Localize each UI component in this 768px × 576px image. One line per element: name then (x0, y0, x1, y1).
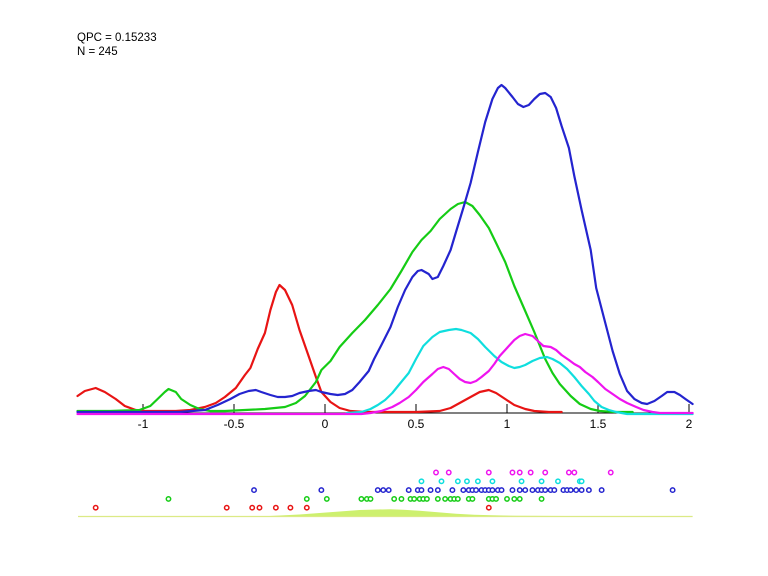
rug-point-magenta (485, 469, 492, 476)
rug-point-blue (498, 487, 505, 494)
rug-point-blue (509, 487, 516, 494)
rug-point-blue (418, 487, 425, 494)
rug-point-blue (522, 487, 529, 494)
rug-point-blue (598, 487, 605, 494)
rug-point-cyan (538, 478, 545, 485)
rug-point-cyan (438, 478, 445, 485)
rug-point-cyan (578, 478, 585, 485)
rug-point-green (538, 495, 545, 502)
rug-point-blue (427, 487, 434, 494)
rug-point-cyan (464, 478, 470, 485)
rug-point-cyan (518, 478, 525, 485)
rug-point-red (303, 504, 310, 511)
rug-point-cyan (555, 478, 561, 485)
rug-point-red (223, 504, 230, 511)
rug-point-green (516, 495, 523, 502)
rug-point-magenta (445, 469, 452, 476)
x-tick-label: 0 (322, 417, 329, 431)
rug-point-blue (578, 487, 585, 494)
rug-point-green (303, 495, 310, 502)
rug-point-blue (318, 487, 325, 494)
rug-point-blue (567, 487, 574, 494)
rug-point-blue (434, 487, 441, 494)
kde-curve-red (76, 283, 563, 414)
rug-point-blue (489, 487, 496, 494)
rug-point-magenta (516, 469, 523, 476)
rug-point-green (493, 495, 500, 502)
rug-point-cyan (418, 478, 425, 485)
x-tick-label: 1 (504, 417, 511, 431)
rug-point-blue (516, 487, 523, 494)
qpc-value-label: QPC = 0.15233 (77, 32, 157, 44)
x-tick-label: 1.5 (590, 417, 607, 431)
rug-point-red (92, 504, 99, 511)
kde-curve-magenta (76, 332, 694, 416)
rug-point-blue (460, 487, 467, 494)
rug-point-magenta (509, 469, 516, 476)
rug-point-red (485, 504, 492, 511)
rug-point-blue (385, 487, 392, 494)
rug-point-green (442, 495, 449, 502)
rug-point-green (434, 495, 441, 502)
x-tick-label: 0.5 (408, 417, 425, 431)
x-tick-label: -0.5 (224, 417, 245, 431)
rug-point-green (454, 495, 461, 502)
rug-point-green (323, 495, 330, 502)
x-tick-label: -1 (138, 417, 149, 431)
rug-point-magenta (542, 469, 549, 476)
rug-point-blue (251, 487, 257, 494)
rug-point-red (256, 504, 263, 511)
annotation-block: QPC = 0.15233 N = 245 (77, 31, 157, 59)
rug-point-green (504, 495, 510, 502)
rug-point-blue (573, 487, 580, 494)
rug-point-red (249, 504, 256, 511)
rug-point-blue (473, 487, 480, 494)
rug-point-green (423, 495, 430, 502)
rug-point-blue (669, 487, 676, 494)
rug-point-blue (405, 487, 412, 494)
rug-point-green (469, 495, 476, 502)
rug-point-cyan (454, 478, 461, 485)
bottom-density-fill (259, 509, 689, 517)
rug-point-blue (529, 487, 536, 494)
rug-point-green (165, 495, 172, 502)
rug-point-red (287, 504, 294, 511)
rug-point-magenta (565, 469, 572, 476)
rug-point-magenta (571, 469, 578, 476)
rug-point-green (398, 495, 405, 502)
rug-point-blue (585, 487, 592, 494)
kde-curve-blue (76, 83, 694, 414)
rug-point-red (272, 504, 279, 511)
rug-point-blue (380, 487, 387, 494)
rug-point-green (511, 495, 518, 502)
rug-point-magenta (527, 469, 534, 476)
x-tick-label: 2 (686, 417, 693, 431)
rug-point-green (411, 495, 418, 502)
rug-point-blue (449, 487, 456, 494)
rug-point-cyan (489, 478, 496, 485)
rug-point-blue (551, 487, 558, 494)
rug-point-green (358, 495, 365, 502)
rug-point-green (391, 495, 398, 502)
rug-point-cyan (474, 478, 481, 485)
kde-curve-cyan (345, 327, 694, 416)
kde-curve-green (76, 200, 634, 414)
rug-point-magenta (607, 469, 614, 476)
rug-point-blue (374, 487, 381, 494)
rug-point-green (367, 495, 374, 502)
rug-point-magenta (433, 469, 439, 476)
sample-size-label: N = 245 (77, 46, 118, 58)
rug-point-blue (542, 487, 549, 494)
